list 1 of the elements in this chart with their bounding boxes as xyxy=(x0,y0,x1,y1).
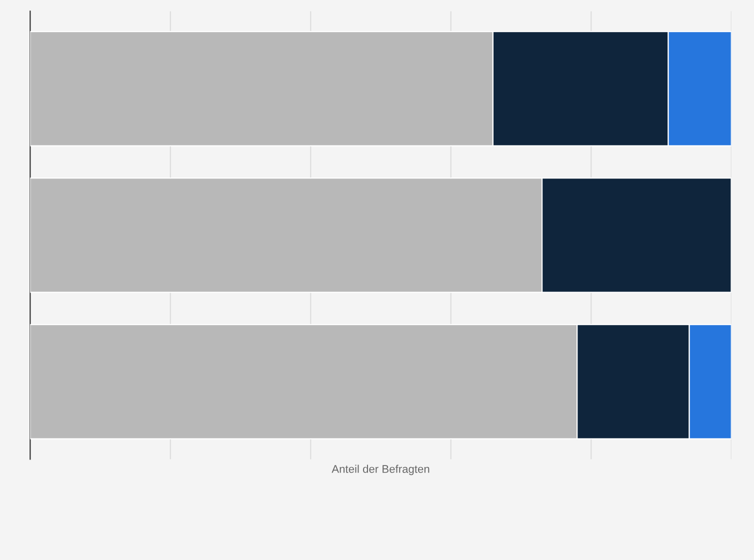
x-axis-title: Anteil der Befragten xyxy=(332,464,430,476)
